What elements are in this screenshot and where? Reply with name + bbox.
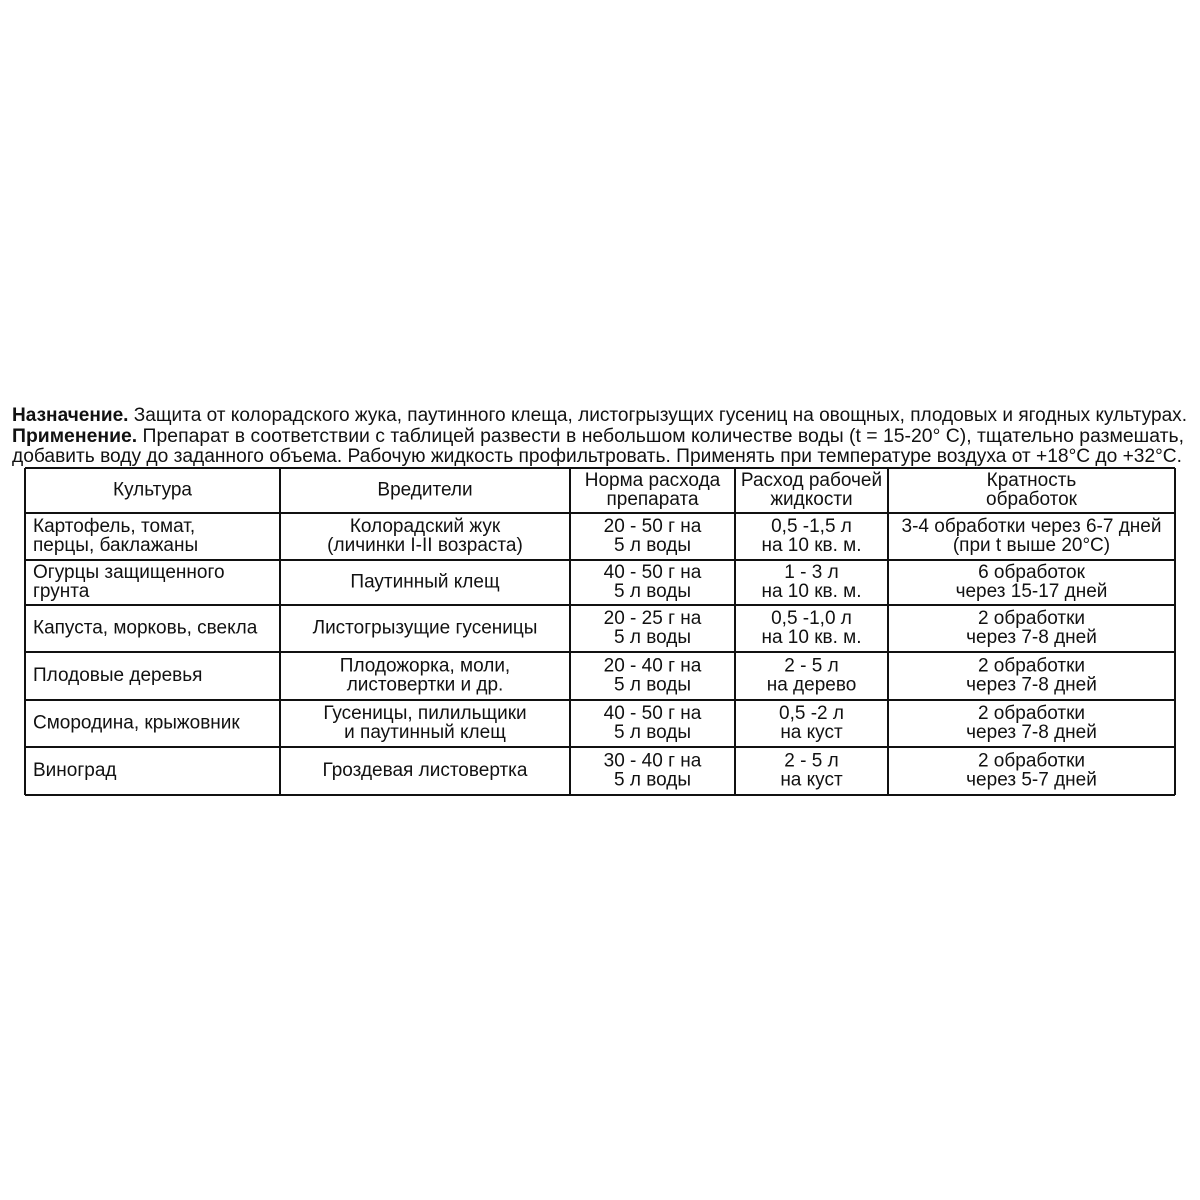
table-cell: 20 - 50 г на [604, 516, 702, 537]
table-cell: через 7-8 дней [966, 627, 1097, 648]
table-cell: 40 - 50 г на [604, 562, 702, 583]
table-cell: Листогрызущие гусеницы [313, 618, 538, 639]
table-cell: 0,5 -2 л [779, 703, 844, 724]
table-cell: 40 - 50 г на [604, 703, 702, 724]
purpose-line: Назначение. Защита от колорадского жука,… [12, 405, 1187, 426]
purpose-text: Защита от колорадского жука, паутинного … [134, 405, 1187, 426]
table-cell: Огурцы защищенного [33, 562, 225, 583]
table-cell: Гусеницы, пилильщики [323, 703, 526, 724]
table-cell: на куст [780, 722, 843, 743]
table-cell: 6 обработок [978, 562, 1086, 583]
table-cell: 0,5 -1,5 л [771, 516, 852, 537]
table-cell: перцы, баклажаны [33, 535, 198, 556]
table-header: Культура [113, 480, 192, 501]
table-header: Вредители [377, 480, 472, 501]
table-header: обработок [986, 489, 1078, 510]
application-label: Применение. [12, 426, 137, 447]
table-header: препарата [606, 489, 698, 510]
table-cell: 5 л воды [614, 770, 691, 791]
table-cell: листовертки и др. [347, 675, 504, 696]
table-cell: Картофель, томат, [33, 516, 195, 537]
table-cell: через 7-8 дней [966, 675, 1097, 696]
table-cell: на куст [780, 770, 843, 791]
table-cell: 20 - 40 г на [604, 656, 702, 677]
table-cell: (личинки I-II возраста) [327, 535, 523, 556]
table-header: Кратность [987, 470, 1077, 491]
table-cell: 2 обработки [978, 703, 1085, 724]
table-cell: на дерево [767, 675, 857, 696]
table-cell: Гроздевая листовертка [323, 760, 528, 781]
application-line: Применение. Препарат в соответствии с та… [12, 426, 1184, 447]
table-cell: Плодовые деревья [33, 665, 202, 686]
application-line: добавить воду до заданного объема. Рабоч… [12, 446, 1182, 467]
table-cell: на 10 кв. м. [761, 581, 861, 602]
table-cell: грунта [33, 581, 90, 602]
table-cell: 30 - 40 г на [604, 751, 702, 772]
table-cell: 2 обработки [978, 656, 1085, 677]
table-cell: через 5-7 дней [966, 770, 1097, 791]
table-cell: 5 л воды [614, 627, 691, 648]
table-cell: на 10 кв. м. [761, 535, 861, 556]
table-cell: Колорадский жук [350, 516, 501, 537]
table-cell: 20 - 25 г на [604, 608, 702, 629]
table-cell: 5 л воды [614, 722, 691, 743]
table-cell: Смородина, крыжовник [33, 713, 240, 734]
table-cell: 1 - 3 л [784, 562, 838, 583]
table-cell: (при t выше 20°C) [953, 535, 1110, 556]
table-cell: и паутинный клещ [344, 722, 506, 743]
table-cell: 5 л воды [614, 675, 691, 696]
table-cell: 5 л воды [614, 581, 691, 602]
application-text: Препарат в соответствии с таблицей разве… [143, 426, 1184, 447]
table-cell: Плодожорка, моли, [340, 656, 510, 677]
table-cell: через 15-17 дней [956, 581, 1108, 602]
table-header: Норма расхода [585, 470, 721, 491]
table-cell: 2 - 5 л [784, 751, 838, 772]
table-cell: 0,5 -1,0 л [771, 608, 852, 629]
purpose-label: Назначение. [12, 405, 128, 426]
table-header: жидкости [770, 489, 852, 510]
table-cell: Капуста, морковь, свекла [33, 618, 258, 639]
table-cell: 5 л воды [614, 535, 691, 556]
table-cell: Виноград [33, 760, 117, 781]
table-cell: Паутинный клещ [350, 572, 500, 593]
table-cell: 2 - 5 л [784, 656, 838, 677]
table-cell: 3-4 обработки через 6-7 дней [902, 516, 1162, 537]
table-cell: 2 обработки [978, 608, 1085, 629]
table-cell: на 10 кв. м. [761, 627, 861, 648]
table-cell: 2 обработки [978, 751, 1085, 772]
table-header: Расход рабочей [741, 470, 882, 491]
table-cell: через 7-8 дней [966, 722, 1097, 743]
